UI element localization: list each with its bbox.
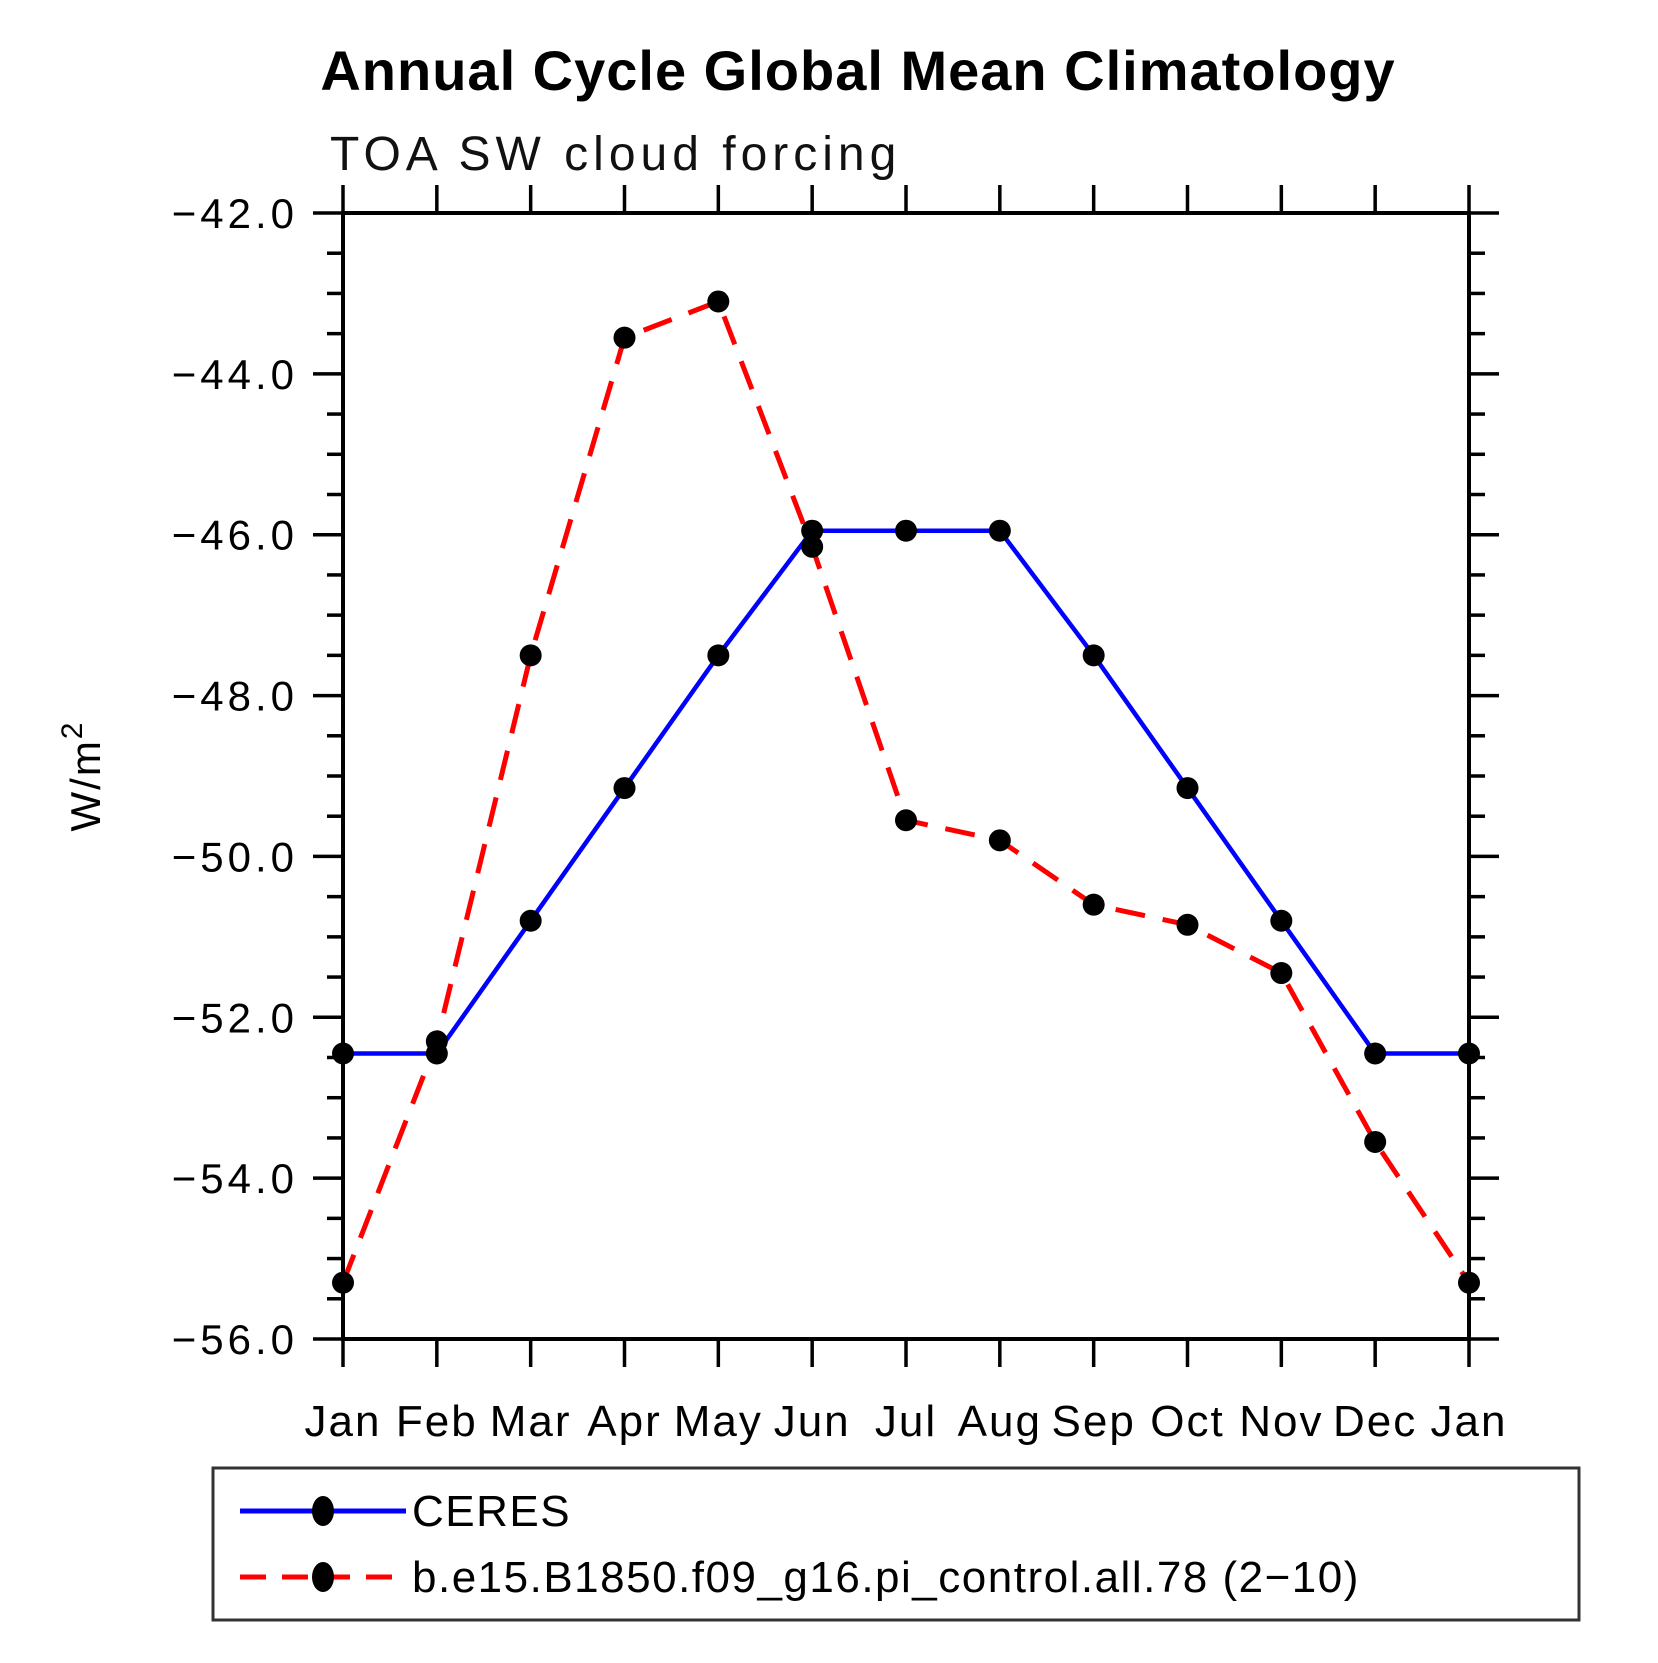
data-point-marker [1270, 962, 1293, 985]
x-tick-label: Sep [1052, 1397, 1136, 1446]
legend: CERES b.e15.B1850.f09_g16.pi_control.all… [211, 1466, 1581, 1622]
data-point-marker [1082, 644, 1105, 667]
data-point-marker [1364, 1130, 1387, 1153]
axis-ticks [313, 185, 1499, 1367]
y-tick-label: −42.0 [172, 190, 298, 237]
data-point-marker [801, 535, 824, 558]
y-tick-label: −48.0 [172, 673, 298, 720]
data-point-marker [801, 519, 824, 542]
data-point-marker [988, 829, 1011, 852]
x-tick-label: May [674, 1397, 763, 1446]
data-point-marker [1176, 777, 1199, 800]
data-point-marker [707, 644, 730, 667]
legend-label-model: b.e15.B1850.f09_g16.pi_control.all.78 (2… [412, 1553, 1360, 1602]
data-point-marker [895, 809, 917, 832]
x-tick-label: Mar [490, 1397, 572, 1446]
x-tick-label: Oct [1150, 1397, 1224, 1446]
data-point-marker [1364, 1042, 1387, 1065]
chart-subtitle: TOA SW cloud forcing [330, 128, 901, 181]
y-axis-title: W/m2 [56, 721, 109, 832]
model-marker-icon [312, 1562, 334, 1592]
series-line-1 [340, 298, 1472, 1285]
x-tick-label: Nov [1239, 1397, 1323, 1446]
x-tick-labels: Jan Feb Mar Apr May Jun Jul Aug Sep Oct Nov Dec Jan [305, 1397, 1508, 1446]
data-point-marker [613, 777, 636, 800]
x-tick-label: Jul [875, 1397, 937, 1446]
plot-frame [341, 211, 1471, 1341]
ceres-marker-icon [312, 1496, 334, 1526]
series-line-0 [343, 528, 1469, 1056]
y-tick-label: −50.0 [172, 833, 298, 880]
y-tick-label: −44.0 [172, 351, 298, 398]
x-tick-label: Feb [396, 1397, 478, 1446]
data-point-marker [1270, 909, 1293, 932]
y-tick-label: −54.0 [172, 1155, 298, 1202]
legend-entry-ceres: CERES [240, 1487, 571, 1536]
y-tick-label: −52.0 [172, 994, 298, 1041]
x-tick-label: Apr [587, 1397, 661, 1446]
data-point-marker [613, 326, 636, 349]
y-tick-label: −56.0 [172, 1316, 298, 1363]
data-point-marker [707, 290, 730, 313]
x-tick-label: Jun [774, 1397, 851, 1446]
data-point-marker [519, 909, 542, 932]
series-lines [340, 298, 1472, 1285]
data-point-marker [895, 519, 917, 542]
data-point-marker [425, 1030, 448, 1053]
y-tick-labels: −56.0 −54.0 −52.0 −50.0 −48.0 −46.0 −44.0 −42.0 [172, 190, 298, 1363]
data-point-marker [1082, 893, 1105, 916]
x-tick-label: Dec [1333, 1397, 1417, 1446]
legend-entry-model: b.e15.B1850.f09_g16.pi_control.all.78 (2… [240, 1553, 1360, 1602]
y-tick-label: −46.0 [172, 512, 298, 559]
legend-label-ceres: CERES [412, 1487, 571, 1536]
x-tick-label: Aug [958, 1397, 1042, 1446]
data-point-markers [332, 290, 1480, 1294]
legend-frame [211, 1466, 1581, 1622]
data-point-marker [988, 519, 1011, 542]
data-point-marker [1176, 913, 1199, 936]
data-point-marker [519, 644, 542, 667]
x-tick-label: Jan [1431, 1397, 1508, 1446]
chart-title: Annual Cycle Global Mean Climatology [320, 39, 1395, 102]
x-tick-label: Jan [305, 1397, 382, 1446]
